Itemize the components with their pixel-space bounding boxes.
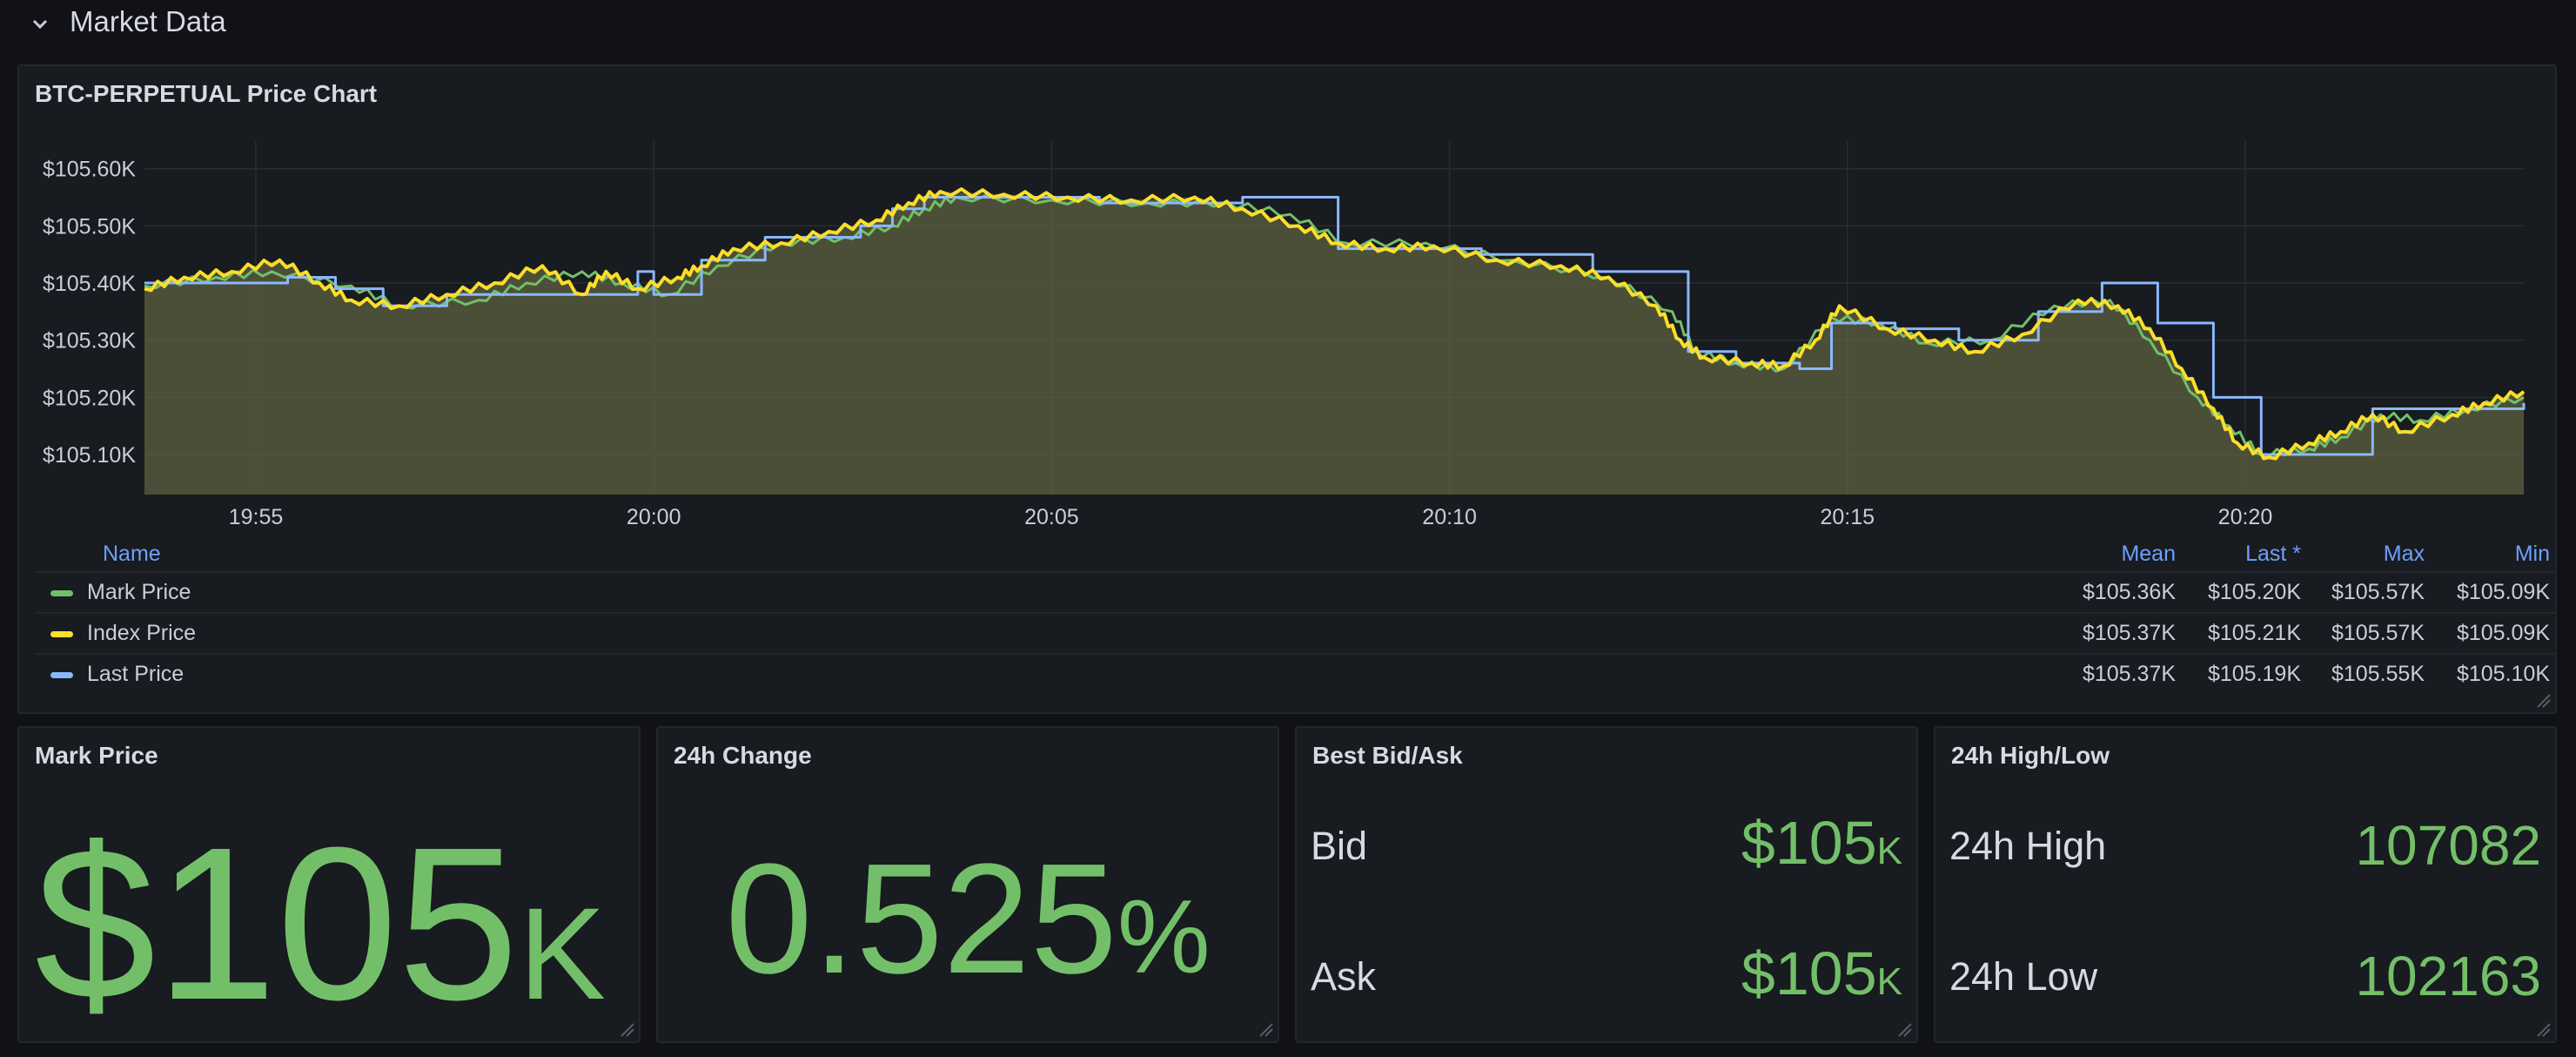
legend-header-max[interactable]: Max: [2383, 542, 2425, 566]
mark-price-unit: K: [519, 880, 607, 1027]
legend-last: $105.19K: [2207, 662, 2301, 686]
legend-max: $105.55K: [2331, 662, 2425, 686]
legend-row-index-price[interactable]: Index Price $105.37K $105.21K $105.57K $…: [35, 612, 2555, 654]
chevron-down-icon[interactable]: [30, 14, 50, 35]
resize-handle-icon[interactable]: [2534, 691, 2552, 709]
ask-unit: K: [1876, 960, 1902, 1003]
resize-handle-icon[interactable]: [2534, 1020, 2552, 1038]
change-24h-value: 0.525%: [658, 832, 1278, 1024]
legend-swatch: [50, 631, 73, 637]
panel-title[interactable]: Best Bid/Ask: [1312, 742, 1463, 769]
index-price-area: [144, 192, 2524, 495]
legend-min: $105.09K: [2456, 621, 2550, 645]
bid-number: $105: [1741, 809, 1877, 877]
legend-min: $105.09K: [2456, 580, 2550, 604]
legend-last: $105.20K: [2207, 580, 2301, 604]
legend-series-name[interactable]: Index Price: [87, 621, 197, 645]
bid-unit: K: [1876, 830, 1902, 872]
resize-handle-icon[interactable]: [1257, 1020, 1274, 1038]
legend-last: $105.21K: [2207, 621, 2301, 645]
legend-header-min[interactable]: Min: [2514, 542, 2550, 566]
x-tick-label: 19:55: [229, 505, 284, 529]
price-chart-panel[interactable]: BTC-PERPETUAL Price Chart $105.10K $105.2…: [17, 64, 2557, 714]
change-24h-panel[interactable]: 24h Change 0.525%: [656, 726, 1279, 1043]
legend-swatch: [50, 590, 73, 596]
panel-title[interactable]: Mark Price: [35, 742, 158, 769]
legend-row-last-price[interactable]: Last Price $105.37K $105.19K $105.55K $1…: [35, 653, 2555, 695]
legend-swatch: [50, 672, 73, 678]
index-price-line[interactable]: [144, 187, 2526, 461]
mark-price-number: $105: [34, 802, 520, 1043]
legend-series-name[interactable]: Last Price: [87, 662, 184, 686]
mark-price-panel[interactable]: Mark Price $105K: [17, 726, 641, 1043]
bid-label: Bid: [1311, 824, 1368, 868]
y-tick-label: $105.20K: [43, 386, 136, 410]
x-tick-label: 20:10: [1422, 505, 1477, 529]
legend-mean: $105.36K: [2082, 580, 2176, 604]
legend-mean: $105.37K: [2082, 662, 2176, 686]
high-value: 107082: [2355, 814, 2541, 877]
legend-row-mark-price[interactable]: Mark Price $105.36K $105.20K $105.57K $1…: [35, 571, 2555, 613]
legend-min: $105.10K: [2456, 662, 2550, 686]
legend-header-last[interactable]: Last *: [2245, 542, 2301, 566]
change-24h-number: 0.525: [725, 831, 1117, 1007]
y-tick-label: $105.10K: [43, 443, 136, 468]
y-tick-label: $105.40K: [43, 272, 136, 296]
bid-value: $105K: [1741, 808, 1902, 878]
high-label: 24h High: [1949, 824, 2107, 868]
price-chart[interactable]: $105.10K $105.20K $105.30K $105.40K $105.50K…: [19, 66, 2557, 536]
ask-label: Ask: [1311, 954, 1377, 999]
row-title: Market Data: [70, 5, 226, 37]
ask-value: $105K: [1741, 939, 1902, 1008]
change-24h-unit: %: [1117, 879, 1211, 995]
x-tick-label: 20:15: [1820, 505, 1875, 529]
legend-header-mean[interactable]: Mean: [2121, 542, 2176, 566]
legend-max: $105.57K: [2331, 621, 2425, 645]
ask-number: $105: [1741, 939, 1877, 1007]
resize-handle-icon[interactable]: [618, 1020, 635, 1038]
bid-ask-panel[interactable]: Best Bid/Ask Bid $105K Ask $105K: [1295, 726, 1918, 1043]
legend-max: $105.57K: [2331, 580, 2425, 604]
mark-price-value: $105K: [19, 815, 630, 1041]
panel-title[interactable]: BTC-PERPETUAL Price Chart: [35, 80, 378, 107]
low-value: 102163: [2355, 945, 2541, 1007]
x-tick-label: 20:05: [1024, 505, 1079, 529]
y-tick-label: $105.30K: [43, 329, 136, 353]
resize-handle-icon[interactable]: [1895, 1020, 1913, 1038]
high-low-panel[interactable]: 24h High/Low 24h High 107082 24h Low 102…: [1934, 726, 2557, 1043]
legend-series-name[interactable]: Mark Price: [87, 580, 191, 604]
y-tick-label: $105.50K: [43, 214, 136, 239]
legend-header: Name Mean Last * Max Min: [35, 536, 2555, 573]
legend-mean: $105.37K: [2082, 621, 2176, 645]
row-header-market-data[interactable]: Market Data: [0, 0, 2576, 49]
y-tick-label: $105.60K: [43, 158, 136, 182]
x-tick-label: 20:20: [2218, 505, 2273, 529]
panel-title[interactable]: 24h Change: [674, 742, 812, 769]
panel-title[interactable]: 24h High/Low: [1951, 742, 2110, 769]
legend-header-name[interactable]: Name: [103, 542, 161, 566]
x-tick-label: 20:00: [627, 505, 681, 529]
low-label: 24h Low: [1949, 954, 2098, 999]
